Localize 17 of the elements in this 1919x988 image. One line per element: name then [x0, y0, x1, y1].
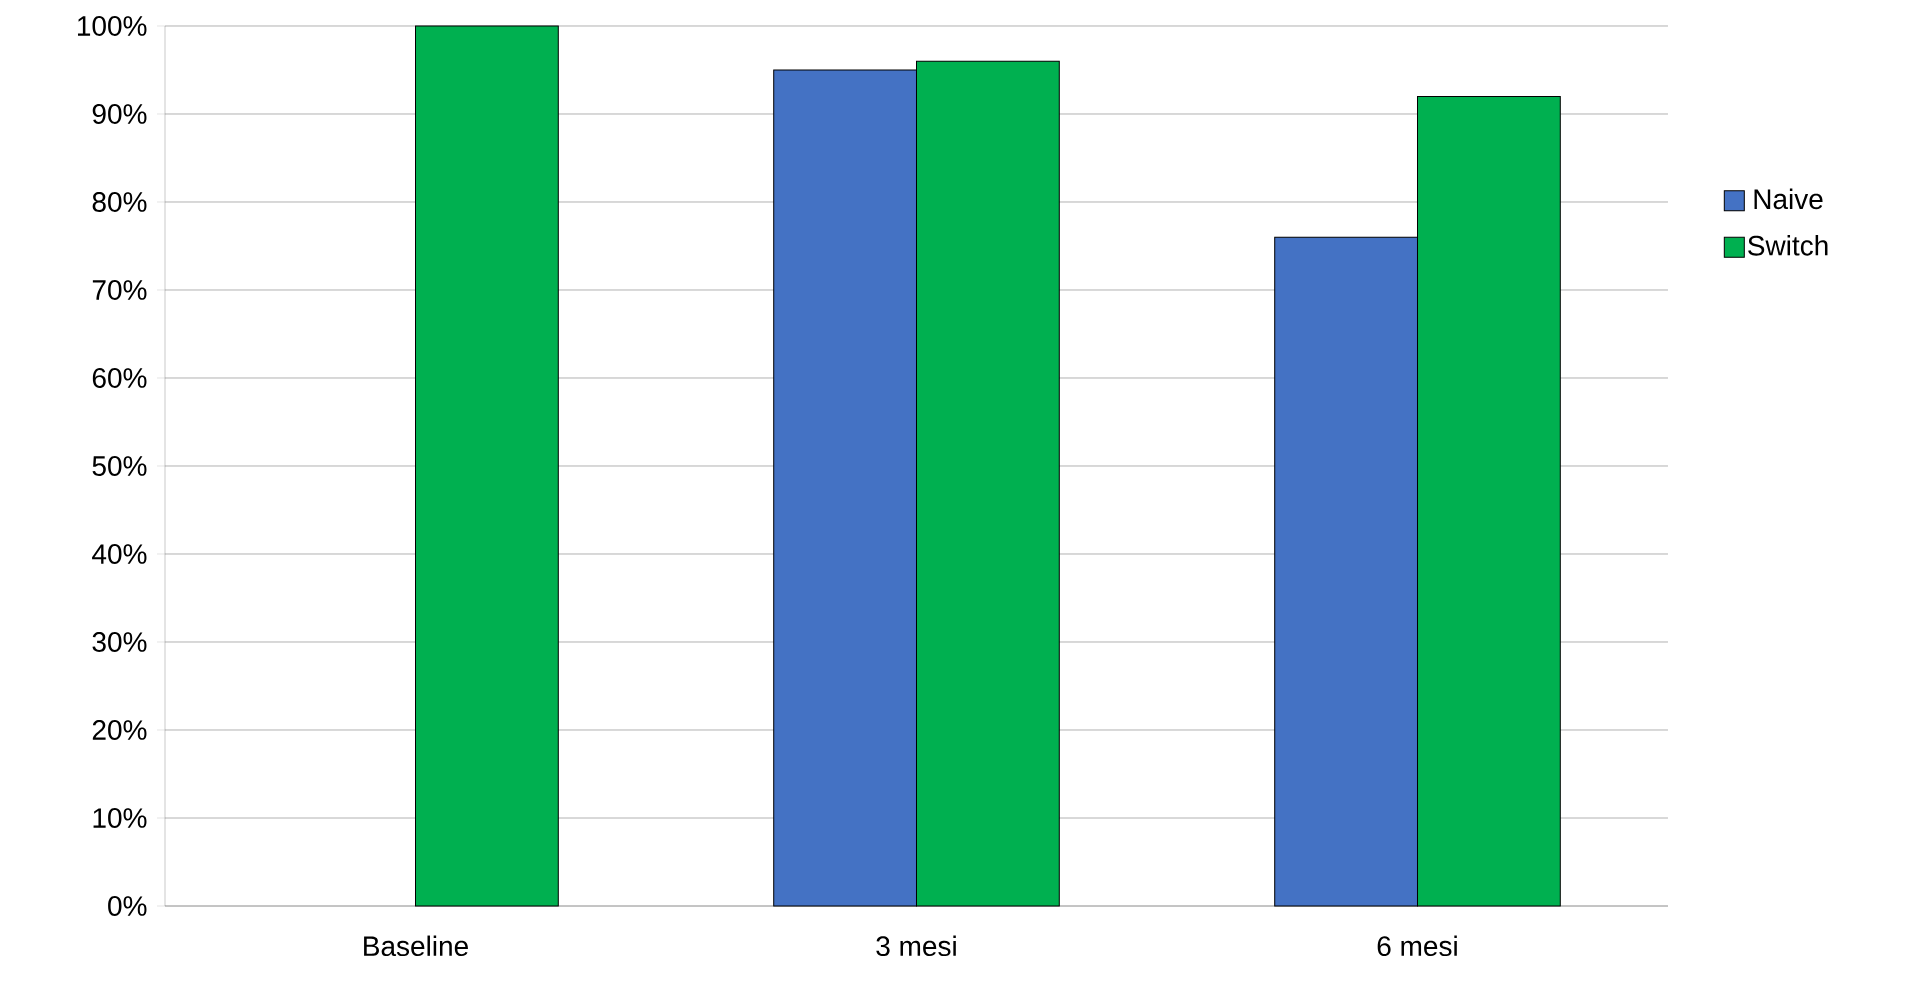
y-tick-label: 80%: [92, 192, 147, 212]
y-tick-label: 50%: [92, 456, 147, 476]
x-tick-label: Baseline: [364, 935, 468, 957]
y-tick-label: 60%: [92, 368, 147, 388]
bar: [415, 25, 559, 907]
y-tick-label: 10%: [93, 808, 147, 828]
legend-label: Switch: [1748, 235, 1828, 256]
y-tick-label: 0%: [108, 896, 147, 916]
y-tick-label: 20%: [92, 720, 147, 740]
legend-label: Naive: [1754, 188, 1823, 210]
x-tick-label: 3 mesi: [876, 935, 956, 957]
y-tick-label: 40%: [92, 544, 147, 564]
y-tick-label: 100%: [77, 16, 147, 36]
y-tick-label: 30%: [92, 632, 147, 652]
y-tick-label: 90%: [92, 104, 147, 124]
x-tick-label: 6 mesi: [1377, 935, 1457, 957]
y-tick-label: 70%: [92, 280, 147, 300]
